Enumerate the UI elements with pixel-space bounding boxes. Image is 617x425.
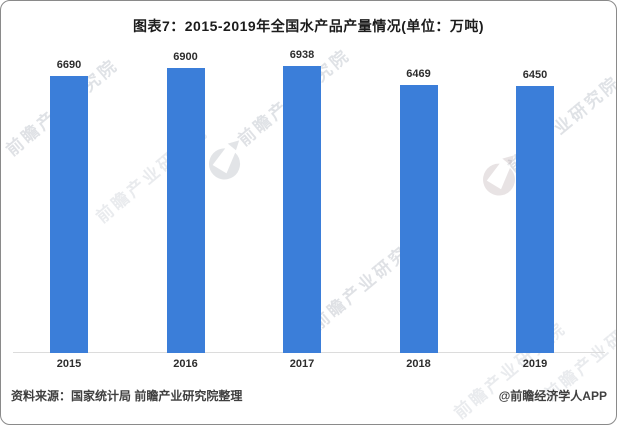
x-tick-label: 2017 [289,358,315,370]
credit-text: @前瞻经济学人APP [498,389,607,403]
bar-2018 [399,85,438,353]
bar-2016 [166,68,205,353]
source-text: 资料来源：国家统计局 前瞻产业研究院整理 [11,389,243,403]
x-tick-label: 2016 [173,358,198,370]
bar-value-label: 6938 [289,49,315,61]
bar-value-label: 6690 [56,59,82,71]
x-tick-label: 2019 [522,358,548,370]
bar-value-label: 6469 [406,68,431,80]
footer: 资料来源：国家统计局 前瞻产业研究院整理 @前瞻经济学人APP [11,387,607,404]
bar-value-label: 6450 [522,69,548,81]
bar-value-label: 6900 [173,51,198,63]
x-tick-label: 2015 [56,358,82,370]
x-tick-label: 2018 [406,358,431,370]
bar-2017 [283,66,321,353]
bar-2015 [50,76,88,353]
chart-title: 图表7：2015-2019年全国水产品产量情况(单位：万吨) [132,18,485,34]
bar-2019 [516,86,554,353]
